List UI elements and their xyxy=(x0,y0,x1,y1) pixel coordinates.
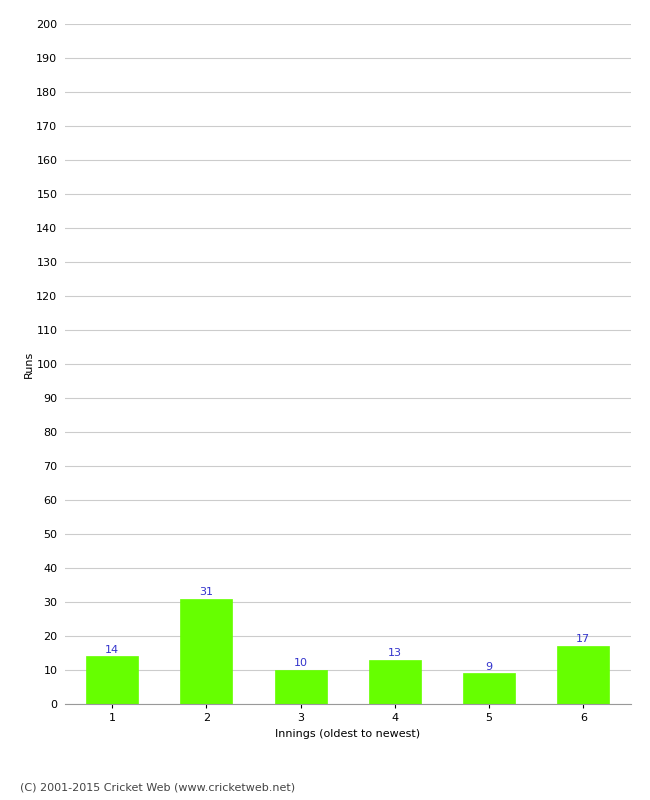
Bar xyxy=(369,660,421,704)
Text: 9: 9 xyxy=(486,662,493,672)
Bar xyxy=(275,670,326,704)
Bar xyxy=(86,656,138,704)
Text: 10: 10 xyxy=(294,658,307,668)
Bar xyxy=(463,674,515,704)
Bar xyxy=(181,598,232,704)
Bar xyxy=(558,646,609,704)
X-axis label: Innings (oldest to newest): Innings (oldest to newest) xyxy=(275,729,421,738)
Y-axis label: Runs: Runs xyxy=(23,350,33,378)
Text: 14: 14 xyxy=(105,645,119,654)
Text: (C) 2001-2015 Cricket Web (www.cricketweb.net): (C) 2001-2015 Cricket Web (www.cricketwe… xyxy=(20,782,294,792)
Text: 17: 17 xyxy=(577,634,590,645)
Text: 31: 31 xyxy=(200,587,213,597)
Text: 13: 13 xyxy=(388,648,402,658)
